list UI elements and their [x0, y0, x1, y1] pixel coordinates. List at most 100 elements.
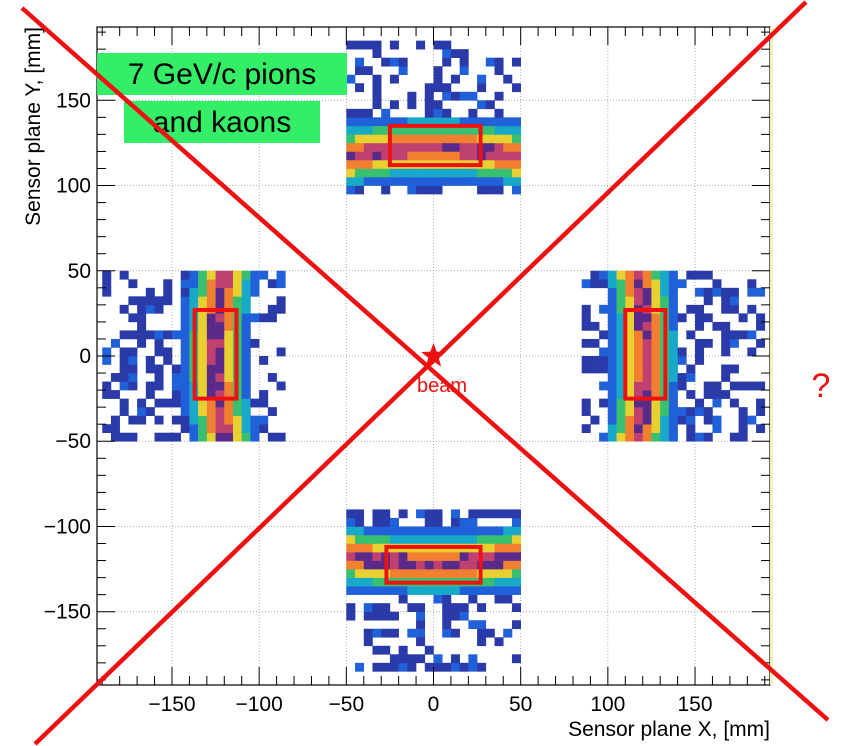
question-mark: ? — [812, 367, 831, 405]
hit-cell — [642, 270, 652, 280]
hit-cell — [651, 338, 661, 348]
hit-cell — [450, 534, 460, 544]
hit-cell — [468, 91, 478, 101]
hit-cell — [756, 287, 766, 297]
hit-cell — [110, 415, 120, 425]
hit-cell — [442, 628, 452, 638]
hit-cell — [477, 117, 487, 127]
hit-cell — [372, 552, 382, 561]
hit-cell — [398, 586, 408, 595]
hit-cell — [616, 338, 626, 348]
hit-cell — [607, 381, 617, 391]
hit-cell — [259, 424, 269, 434]
hit-cell — [756, 398, 766, 408]
hit-cell — [494, 134, 504, 144]
hit-cell — [695, 398, 705, 408]
hit-cell — [721, 330, 731, 340]
hit-cell — [372, 645, 382, 655]
hit-cell — [450, 142, 460, 152]
hit-cell — [171, 432, 181, 442]
hit-cell — [241, 338, 251, 348]
hit-cell — [651, 287, 661, 297]
hit-cell — [241, 398, 251, 408]
hit-cell — [215, 432, 225, 442]
hit-cell — [102, 381, 112, 391]
hit-cell — [424, 560, 434, 570]
hit-cell — [511, 83, 521, 93]
hit-cell — [180, 364, 190, 374]
hit-cell — [363, 543, 373, 553]
hit-cell — [651, 270, 661, 280]
hit-cell — [250, 279, 260, 289]
hit-cell — [581, 338, 591, 348]
hit-cell — [224, 321, 234, 331]
hit-cell — [695, 287, 705, 297]
hit-cell — [363, 151, 373, 161]
hit-cell — [442, 662, 452, 672]
hit-cell — [154, 415, 164, 425]
hit-cell — [215, 424, 225, 434]
hit-cell — [355, 569, 365, 578]
hit-cell — [616, 304, 626, 314]
y-tick-label: 150 — [56, 89, 91, 112]
hit-cell — [206, 313, 216, 323]
hit-cell — [634, 432, 644, 442]
hit-cell — [372, 560, 382, 570]
hit-cell — [372, 534, 382, 544]
hit-cell — [206, 381, 216, 391]
hit-cell — [468, 569, 478, 578]
hit-cell — [163, 287, 173, 297]
hit-cell — [450, 552, 460, 561]
hit-cell — [625, 279, 635, 289]
hit-cell — [128, 415, 138, 425]
hit-cell — [102, 347, 112, 357]
hit-cell — [625, 356, 635, 365]
hit-cell — [154, 373, 164, 382]
hit-cell — [407, 628, 417, 638]
hit-cell — [468, 552, 478, 561]
hit-cell — [599, 432, 609, 442]
hit-cell — [616, 390, 626, 399]
hit-cell — [450, 125, 460, 135]
hit-cell — [459, 134, 469, 144]
hit-cell — [468, 560, 478, 570]
hit-cell — [511, 509, 521, 519]
hit-cell — [738, 381, 748, 391]
hit-cell — [494, 637, 504, 647]
hit-cell — [511, 560, 521, 570]
hit-cell — [668, 313, 678, 323]
hit-cell — [442, 534, 452, 544]
hit-cell — [677, 356, 687, 365]
hit-cell — [346, 177, 356, 186]
hit-cell — [424, 509, 434, 519]
hit-cell — [581, 398, 591, 408]
hit-cell — [232, 415, 243, 425]
hit-cell — [686, 373, 696, 382]
hit-cell — [232, 287, 243, 297]
hit-cell — [433, 662, 443, 672]
hit-cell — [424, 117, 434, 127]
hit-cell — [137, 415, 147, 425]
hit-cell — [416, 526, 426, 536]
hit-cell — [433, 509, 443, 519]
hit-cell — [137, 407, 147, 416]
hit-cell — [381, 517, 391, 527]
hit-cell — [477, 168, 487, 178]
hit-cell — [224, 364, 234, 374]
hit-cell — [241, 364, 251, 374]
hit-cell — [503, 526, 513, 536]
hit-cell — [424, 662, 434, 672]
hit-cell — [171, 390, 181, 399]
x-tick-label: −50 — [329, 693, 365, 716]
hit-cell — [511, 151, 521, 161]
hit-cell — [607, 296, 617, 306]
hit-cell — [206, 407, 216, 416]
hit-cell — [381, 603, 391, 612]
hit-cell — [503, 534, 513, 544]
hit-cell — [651, 313, 661, 323]
hit-cell — [712, 321, 722, 331]
hit-cell — [581, 304, 591, 314]
hit-cell — [363, 134, 373, 144]
hit-cell — [616, 373, 626, 382]
hit-cell — [154, 364, 164, 374]
